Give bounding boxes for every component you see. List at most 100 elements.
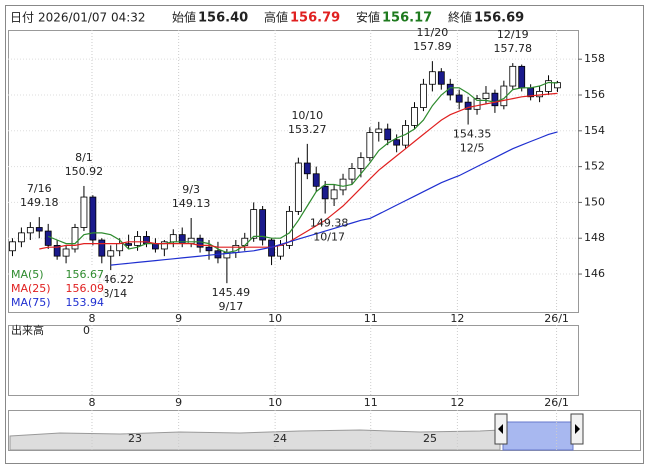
navigator-label: 24 (273, 432, 287, 445)
x-tick-label: 8 (88, 312, 95, 325)
candle-body (125, 243, 133, 246)
candle-body (518, 65, 526, 89)
y-tick-label: 152 (584, 160, 605, 173)
x-tick-label: 26/1 (544, 396, 569, 409)
candle-body (134, 236, 141, 246)
candle-body (9, 241, 16, 252)
candle-body (18, 232, 25, 243)
candle-body (294, 162, 302, 212)
candle-body (509, 65, 517, 87)
candle-body (71, 227, 79, 250)
candle-body (152, 243, 159, 250)
volume-frame (8, 325, 579, 396)
x-tick-label: 12 (450, 396, 464, 409)
candle-body (303, 162, 311, 175)
y-tick-label: 156 (584, 88, 605, 101)
y-tick-label: 154 (584, 124, 605, 137)
arrow (498, 424, 503, 434)
navigator-label: 25 (423, 432, 437, 445)
candle-body (411, 107, 418, 126)
annotation-value: 157.78 (494, 42, 533, 55)
y-tick-label: 158 (584, 52, 605, 65)
candle-body (187, 237, 195, 245)
candle-body (473, 98, 481, 110)
y-tick-label: 148 (584, 231, 605, 244)
candle-body (250, 209, 258, 239)
header-label: 始値 (172, 10, 196, 25)
annotation-value: 157.89 (413, 40, 452, 53)
y-tick-label: 146 (584, 267, 605, 280)
annotation-value: 149.13 (172, 197, 211, 210)
annotation-date: 11/20 (417, 26, 449, 39)
annotation-date: 8/1 (75, 151, 93, 164)
candle-body (53, 244, 61, 257)
candle-body (277, 244, 284, 257)
legend-value: 153.94 (66, 296, 105, 309)
x-tick-label: 11 (364, 312, 378, 325)
x-tick-label: 10 (268, 396, 282, 409)
header-datetime: 2026/01/07 04:32 (38, 11, 146, 25)
header-high: 156.79 (290, 11, 340, 26)
annotation-value: 153.27 (288, 123, 327, 136)
candle-body (437, 71, 445, 85)
annotation-date: 10/17 (313, 231, 345, 244)
candle-body (420, 83, 427, 108)
candle-body (375, 128, 383, 133)
ma-line (47, 81, 558, 254)
annotation-date: 7/16 (27, 182, 52, 195)
legend-label: MA(75) (11, 296, 51, 309)
x-tick-label: 10 (268, 312, 282, 325)
candle-body (393, 139, 401, 146)
candle-body (98, 239, 106, 257)
x-tick-label: 12 (450, 312, 464, 325)
arrow (575, 424, 580, 434)
annotation-value: 149.18 (20, 196, 59, 209)
header-close: 156.69 (474, 11, 524, 26)
candle-body (241, 237, 249, 246)
candle-body (259, 209, 267, 241)
annotation-value: 150.92 (65, 165, 104, 178)
candle-body (348, 168, 356, 180)
x-tick-label: 8 (88, 396, 95, 409)
frame (5, 5, 644, 464)
candle-body (545, 80, 552, 92)
candle-body (80, 196, 88, 228)
candle-body (491, 92, 499, 107)
legend-value: 156.67 (66, 268, 105, 281)
legend-label: MA(5) (11, 268, 44, 281)
candle-body (366, 132, 374, 159)
x-tick-label: 11 (364, 396, 378, 409)
header-label: 安値 (356, 10, 380, 25)
candle-body (35, 227, 43, 232)
annotation-value: 146.22 (95, 273, 134, 286)
candle-body (330, 189, 338, 200)
navigator-selection[interactable] (502, 421, 574, 451)
ma-line (110, 131, 558, 266)
ma-line (39, 92, 558, 250)
volume-label: 出来高 (11, 323, 44, 337)
header-label: 終値 (448, 10, 472, 25)
candle-body (536, 91, 543, 98)
annotation-value: 149.38 (310, 217, 349, 230)
candle-body (455, 94, 463, 103)
annotation-date: 9/3 (182, 183, 200, 196)
navigator-label: 23 (128, 432, 142, 445)
legend-box (9, 267, 105, 310)
header-low: 156.17 (382, 11, 432, 26)
candle-body (428, 71, 436, 85)
plot-frame (8, 30, 579, 313)
x-tick-label: 9 (175, 396, 182, 409)
candle-body (312, 173, 320, 187)
candle-body (116, 243, 124, 252)
candle-body (89, 196, 97, 241)
candle-body (44, 230, 52, 246)
legend-label: MA(25) (11, 282, 51, 295)
legend-value: 156.09 (66, 282, 105, 295)
candle-body (107, 250, 115, 257)
candle-body (321, 185, 329, 200)
header-label: 日付 (10, 11, 34, 25)
candle-body (482, 92, 490, 99)
candle-body (339, 178, 347, 191)
volume-value: 0 (83, 324, 90, 337)
